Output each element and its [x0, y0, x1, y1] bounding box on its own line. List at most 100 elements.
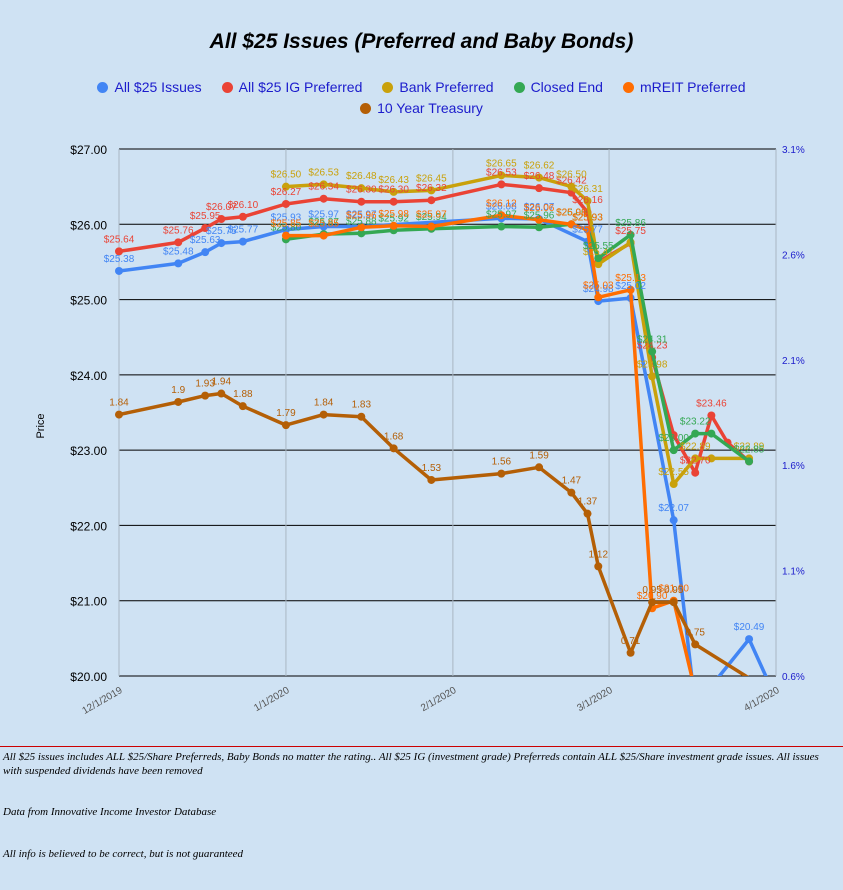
data-point: [238, 237, 247, 246]
y2-tick-label: 1.1%: [782, 567, 805, 578]
data-label: $26.30: [378, 185, 409, 196]
data-label: 1.68: [384, 431, 404, 442]
data-label: $25.47: [583, 247, 614, 258]
data-point: [497, 211, 506, 220]
data-point: [745, 635, 754, 644]
data-label: $25.97: [346, 210, 377, 221]
x-tick-label: 4/1/2020: [742, 685, 782, 714]
data-label: 0.95: [664, 585, 684, 596]
data-label: $25.88: [346, 216, 377, 227]
y-tick-label: $22.00: [70, 519, 107, 533]
data-label: 1.12: [589, 549, 609, 560]
data-label: $26.34: [308, 182, 339, 193]
data-label: $26.10: [228, 200, 259, 211]
data-label: $26.07: [524, 202, 555, 213]
series-line-10-year-treasury: [118, 391, 750, 676]
x-tick-label: 12/1/2019: [80, 685, 124, 717]
data-label: $26.43: [378, 175, 409, 186]
data-label: $26.27: [271, 187, 302, 198]
data-label: 1.94: [212, 377, 232, 388]
data-label: $25.93: [271, 213, 302, 224]
data-label-layer: $25.38$25.48$25.63$25.75$25.77$25.93 $25.…: [104, 158, 765, 646]
legend-item-mreit-preferred: mREIT Preferred: [622, 77, 746, 98]
data-point: [319, 410, 328, 419]
data-label: $26.07: [206, 202, 237, 213]
data-point: [691, 468, 700, 477]
data-label: $25.75: [615, 226, 646, 237]
data-label: 1.79: [276, 408, 296, 419]
data-point: [626, 230, 635, 239]
data-label: $25.75: [206, 226, 237, 237]
data-point: [281, 231, 290, 240]
note-description: All $25 issues includes ALL $25/Share Pr…: [3, 751, 819, 777]
legend-marker-icon: [360, 103, 372, 114]
data-label: $26.50: [271, 170, 302, 181]
legend-item-all-25-issues: All $25 Issues: [97, 77, 202, 98]
legend-marker-icon: [622, 82, 634, 93]
data-point: [669, 516, 678, 525]
data-point: [238, 212, 247, 221]
data-label: $26.45: [416, 173, 447, 184]
data-label: $25.48: [163, 246, 194, 257]
data-point: [594, 293, 603, 302]
data-label: $26.62: [524, 161, 555, 172]
chart-title: All $25 Issues (Preferred and Baby Bonds…: [209, 30, 634, 53]
data-label: 1.53: [422, 463, 442, 474]
data-label: 1.83: [352, 400, 372, 411]
y2-tick-label: 2.6%: [782, 250, 805, 261]
data-point: [707, 429, 716, 438]
data-label: 1.88: [233, 389, 253, 400]
data-label: $25.03: [583, 280, 614, 291]
data-point: [281, 199, 290, 208]
data-label: $25.93: [572, 213, 603, 224]
data-label: $26.31: [572, 184, 603, 195]
data-point: [115, 247, 123, 256]
data-point: [217, 215, 226, 224]
data-point: [567, 220, 576, 229]
data-label: $26.16: [572, 195, 603, 206]
data-point: [201, 248, 210, 257]
data-point: [535, 184, 544, 193]
data-label: $20.90: [637, 591, 668, 602]
data-point: [389, 197, 398, 206]
data-label: $22.89: [734, 441, 765, 452]
y-tick-label: $21.00: [70, 595, 107, 609]
series-line-all-25-issues: [118, 216, 768, 676]
data-point: [389, 221, 398, 230]
data-label: $25.94: [416, 212, 447, 223]
data-label: $20.49: [734, 622, 765, 633]
legend: All $25 Issues All $25 IG Preferred Bank P…: [60, 77, 783, 119]
data-label: $25.85: [308, 219, 339, 230]
data-label: 1.47: [562, 476, 582, 487]
data-point: [174, 397, 183, 406]
legend-label: All $25 Issues: [114, 79, 202, 95]
data-label: 1.9: [171, 385, 185, 396]
data-point: [567, 488, 576, 497]
data-label: $25.92: [378, 213, 409, 224]
data-point: [319, 194, 328, 203]
data-point: [626, 648, 635, 657]
data-point: [691, 640, 700, 649]
series-layer: [115, 171, 768, 676]
data-point: [217, 389, 226, 398]
data-label: $25.95: [190, 211, 221, 222]
data-label: $25.77: [228, 225, 259, 236]
y2-tick-label: 3.1%: [782, 145, 805, 156]
data-point: [357, 229, 366, 238]
data-point: [497, 469, 506, 478]
data-point: [357, 197, 366, 206]
series-line-mreit-preferred: [285, 213, 694, 676]
data-label: $23.22: [680, 417, 711, 428]
data-label: $25.97: [416, 210, 447, 221]
y2-tick-label: 2.1%: [782, 356, 805, 367]
legend-label: Closed End: [530, 79, 603, 95]
data-label: $23.98: [637, 359, 668, 370]
data-point: [707, 411, 716, 420]
data-point: [707, 454, 716, 463]
y-tick-label: $23.00: [70, 444, 107, 458]
data-label: $25.87: [308, 217, 339, 228]
y-tick-label: $24.00: [70, 369, 107, 383]
data-label: $25.98: [378, 209, 409, 220]
data-point: [691, 429, 700, 438]
data-point: [648, 347, 657, 356]
